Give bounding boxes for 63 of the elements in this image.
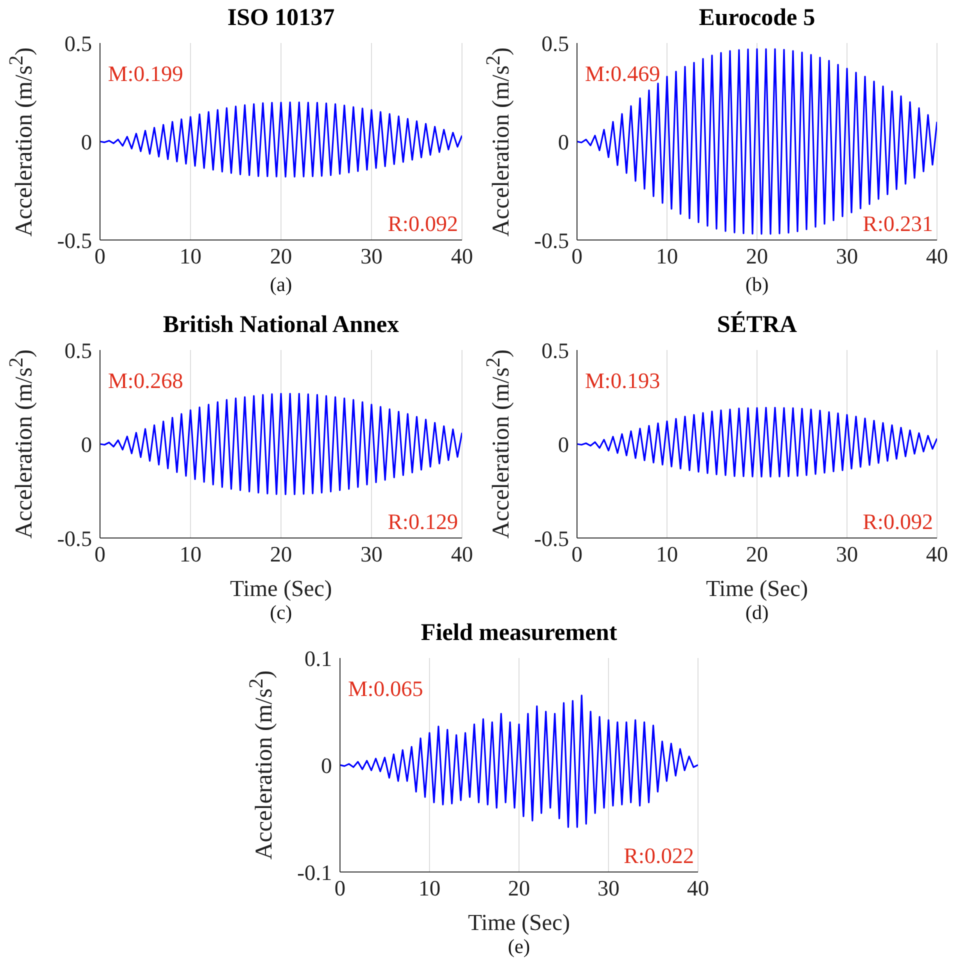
y-tick-label: 0.5 xyxy=(64,30,92,56)
line-series xyxy=(340,694,698,828)
chart-title: Field measurement xyxy=(420,620,618,647)
annotation: R:0.022 xyxy=(624,843,694,869)
x-axis-title: Time (Sec) xyxy=(468,910,570,936)
line-series xyxy=(577,406,937,478)
y-tick-label: -0.5 xyxy=(534,526,569,551)
y-tick-label: -0.5 xyxy=(534,228,569,253)
chart-title: SÉTRA xyxy=(716,312,798,339)
annotation: R:0.092 xyxy=(388,211,458,237)
x-tick-label: 20 xyxy=(270,542,292,567)
x-tick-label: 40 xyxy=(687,876,709,901)
x-axis-title: Time (Sec) xyxy=(230,576,332,602)
x-tick-label: 30 xyxy=(598,876,620,901)
y-tick-label: 0.5 xyxy=(64,338,92,363)
x-tick-label: 30 xyxy=(836,542,858,567)
y-tick-label: -0.5 xyxy=(57,526,92,551)
x-tick-label: 40 xyxy=(926,244,948,269)
annotation: M:0.065 xyxy=(348,676,424,702)
x-tick-label: 20 xyxy=(270,244,292,269)
y-tick-label: 0 xyxy=(558,432,569,457)
x-tick-label: 20 xyxy=(746,542,768,567)
annotation: R:0.092 xyxy=(862,509,933,535)
annotation: M:0.199 xyxy=(108,61,184,87)
x-tick-label: 30 xyxy=(836,244,858,269)
annotation: M:0.193 xyxy=(585,368,660,394)
y-tick-label: 0 xyxy=(558,129,569,154)
y-tick-label: 0 xyxy=(321,752,332,778)
y-tick-label: -0.5 xyxy=(57,228,92,253)
text: (b) xyxy=(745,274,769,297)
x-tick-label: 20 xyxy=(508,876,530,901)
annotation: R:0.129 xyxy=(388,509,458,535)
y-tick-label: 0.1 xyxy=(304,646,332,671)
x-tick-label: 30 xyxy=(360,542,382,567)
y-tick-label: 0 xyxy=(81,432,92,457)
x-tick-label: 30 xyxy=(360,244,382,269)
line-series xyxy=(577,48,937,235)
x-tick-label: 40 xyxy=(451,244,473,269)
x-tick-label: 40 xyxy=(451,542,473,567)
text: (d) xyxy=(745,602,769,625)
x-tick-label: 10 xyxy=(656,542,678,567)
chart-title: ISO 10137 xyxy=(227,5,335,32)
text: (e) xyxy=(508,936,530,959)
line-series xyxy=(100,101,462,178)
x-tick-label: 10 xyxy=(180,542,202,567)
x-tick-label: 10 xyxy=(418,876,440,901)
line-series xyxy=(100,392,462,496)
y-tick-label: 0.5 xyxy=(542,338,569,363)
text: (a) xyxy=(270,274,292,297)
chart-title: British National Annex xyxy=(162,312,400,339)
x-axis-title: Time (Sec) xyxy=(706,576,808,602)
y-tick-label: 0.5 xyxy=(542,30,569,56)
annotation: R:0.231 xyxy=(862,211,933,237)
x-tick-label: 10 xyxy=(180,244,202,269)
text: (c) xyxy=(270,602,292,625)
x-tick-label: 10 xyxy=(656,244,678,269)
annotation: M:0.268 xyxy=(108,368,184,394)
annotation: M:0.469 xyxy=(585,61,660,87)
chart-title: Eurocode 5 xyxy=(698,5,816,32)
x-tick-label: 40 xyxy=(926,542,948,567)
x-tick-label: 20 xyxy=(746,244,768,269)
y-tick-label: 0 xyxy=(81,129,92,154)
y-tick-label: -0.1 xyxy=(297,860,332,885)
